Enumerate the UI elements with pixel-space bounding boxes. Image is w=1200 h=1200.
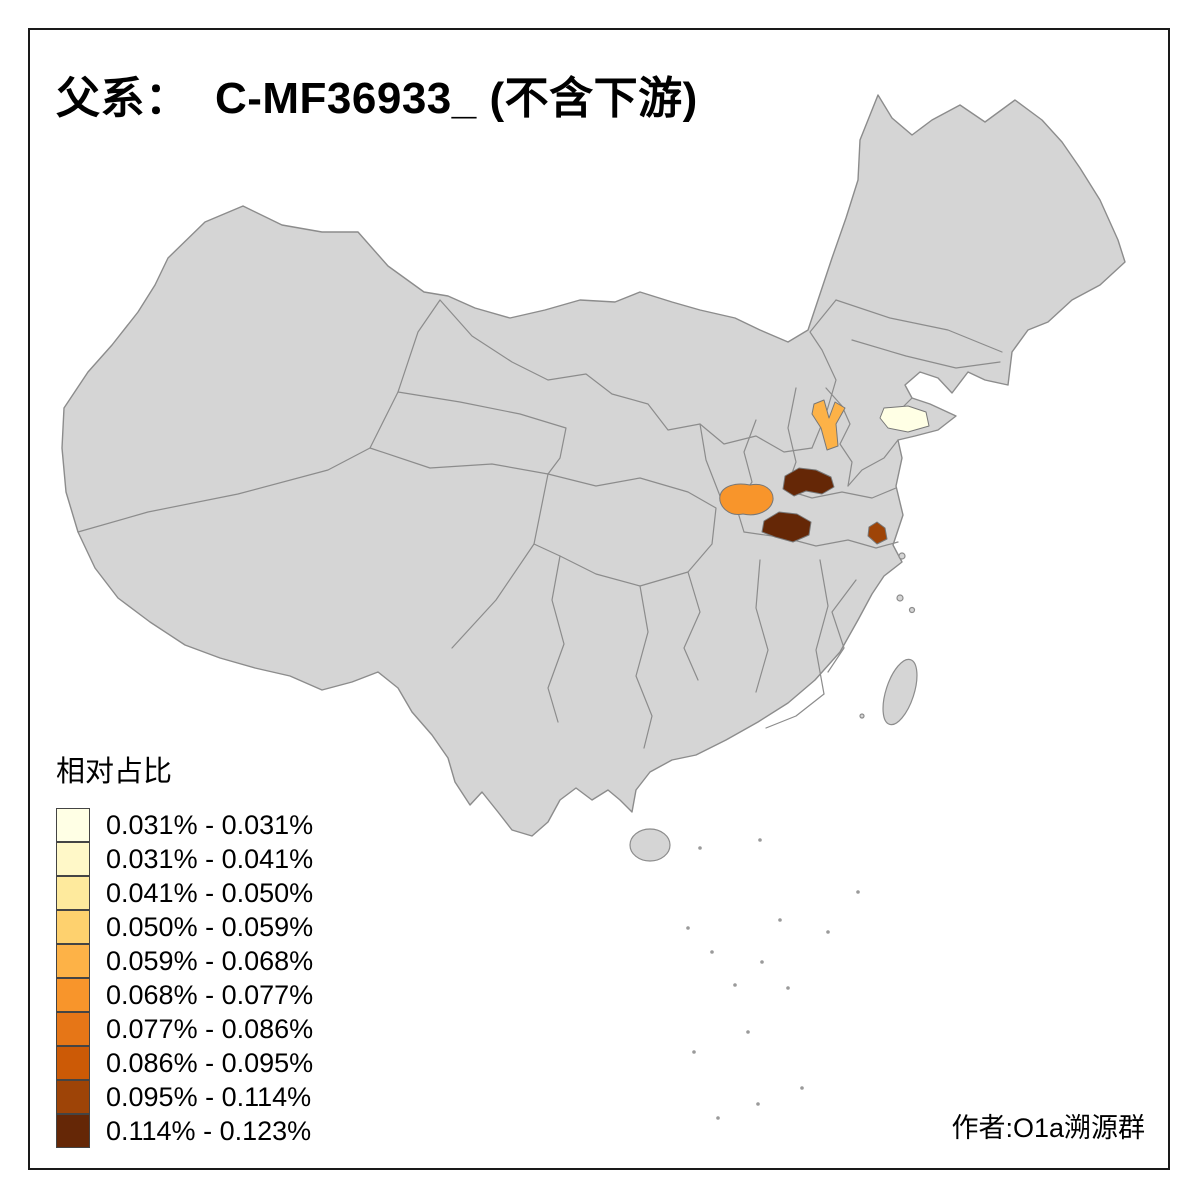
legend: 相对占比 0.031% - 0.031% 0.031% - 0.041% 0.0…: [56, 748, 313, 1148]
legend-item: 0.031% - 0.041%: [56, 841, 314, 876]
legend-item: 0.041% - 0.050%: [56, 875, 314, 910]
islands: [629, 552, 918, 862]
province-border-line: [699, 423, 721, 497]
choropleth-region-4: [782, 467, 835, 497]
islet: [856, 890, 860, 894]
islet: [786, 986, 790, 990]
choropleth-region-5: [761, 511, 812, 543]
coastal-island: [859, 713, 865, 719]
legend-item: 0.059% - 0.068%: [56, 943, 314, 978]
legend-swatch: [56, 943, 90, 978]
page-title: 父系： C-MF36933_ (不含下游): [56, 74, 698, 123]
legend-swatch: [56, 1045, 90, 1080]
province-border-line: [825, 387, 853, 487]
province-border-line: [765, 693, 825, 729]
legend-label: 0.041% - 0.050%: [106, 877, 314, 908]
coastal-island: [896, 594, 904, 602]
province-border-line: [851, 339, 1001, 369]
legend-item: 0.050% - 0.059%: [56, 909, 314, 944]
province-border-line: [827, 579, 857, 673]
legend-item: 0.077% - 0.086%: [56, 1011, 314, 1046]
legend-swatch: [56, 909, 90, 944]
legend-label: 0.068% - 0.077%: [106, 979, 314, 1010]
legend-label: 0.059% - 0.068%: [106, 945, 314, 976]
province-border-line: [77, 299, 441, 533]
legend-label: 0.050% - 0.059%: [106, 911, 314, 942]
province-border-line: [683, 571, 701, 681]
choropleth-region-6: [867, 521, 888, 545]
islet: [746, 1030, 750, 1034]
islet: [800, 1086, 804, 1090]
legend-swatch: [56, 1079, 90, 1114]
islet: [826, 930, 830, 934]
legend-swatch: [56, 807, 90, 842]
province-border-line: [439, 299, 813, 453]
choropleth-region-1: [879, 405, 930, 433]
province-border-line: [397, 391, 567, 475]
south-china-sea-islets: [686, 838, 860, 1120]
legend-swatch: [56, 1113, 90, 1148]
hainan-island: [629, 828, 671, 862]
province-border-line: [815, 559, 829, 695]
legend-swatch: [56, 841, 90, 876]
attribution-text: 作者:O1a溯源群: [951, 1113, 1145, 1143]
legend-label: 0.114% - 0.123%: [106, 1115, 312, 1146]
choropleth-region-2: [811, 399, 846, 451]
legend-label: 0.077% - 0.086%: [106, 1013, 314, 1044]
islet: [756, 1102, 760, 1106]
map-land: [61, 94, 1126, 837]
province-border-line: [369, 447, 549, 475]
province-border-line: [755, 559, 769, 693]
legend-item: 0.095% - 0.114%: [56, 1079, 313, 1114]
islet: [760, 960, 764, 964]
islet: [710, 950, 714, 954]
legend-swatch: [56, 1011, 90, 1046]
islet: [698, 846, 702, 850]
islet: [778, 918, 782, 922]
province-border-line: [847, 439, 899, 487]
islet: [692, 1050, 696, 1054]
province-border-line: [547, 555, 565, 723]
legend-item: 0.068% - 0.077%: [56, 977, 314, 1012]
islet: [733, 983, 737, 987]
province-border-line: [533, 473, 717, 587]
province-border-line: [451, 473, 549, 649]
highlighted-regions: [719, 399, 930, 545]
legend-swatch: [56, 977, 90, 1012]
legend-label: 0.031% - 0.041%: [106, 843, 314, 874]
legend-swatch: [56, 875, 90, 910]
legend-item: 0.114% - 0.123%: [56, 1113, 313, 1148]
choropleth-region-3: [719, 483, 774, 516]
province-border-line: [635, 585, 653, 749]
legend-label: 0.095% - 0.114%: [106, 1081, 312, 1112]
coastal-island: [908, 606, 916, 614]
legend-item: 0.031% - 0.031%: [56, 807, 314, 842]
islet: [716, 1116, 720, 1120]
coastal-island: [898, 552, 906, 560]
islet: [758, 838, 762, 842]
province-border-line: [785, 487, 897, 499]
legend-label: 0.031% - 0.031%: [106, 809, 314, 840]
legend-label: 0.086% - 0.095%: [106, 1047, 314, 1078]
province-border-line: [835, 299, 1003, 353]
islet: [686, 926, 690, 930]
legend-item: 0.086% - 0.095%: [56, 1045, 314, 1080]
taiwan-island: [882, 658, 918, 726]
legend-title: 相对占比: [56, 756, 173, 788]
